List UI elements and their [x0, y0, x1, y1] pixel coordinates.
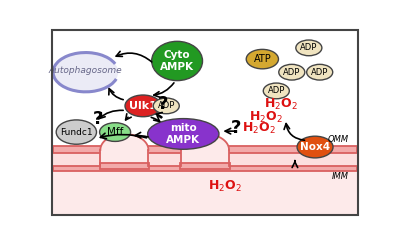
Text: ?: ?	[93, 110, 103, 128]
Text: Nox4: Nox4	[300, 142, 330, 152]
Text: ADP: ADP	[283, 68, 300, 77]
FancyBboxPatch shape	[53, 166, 357, 171]
Text: ATP: ATP	[254, 54, 271, 64]
FancyBboxPatch shape	[180, 163, 230, 169]
Text: Ulk1: Ulk1	[129, 101, 157, 111]
Text: Cyto
AMPK: Cyto AMPK	[160, 50, 194, 72]
Circle shape	[100, 123, 130, 141]
Ellipse shape	[148, 119, 219, 149]
Text: H$_2$O$_2$: H$_2$O$_2$	[248, 110, 282, 125]
FancyBboxPatch shape	[100, 163, 149, 169]
FancyBboxPatch shape	[53, 171, 357, 214]
Circle shape	[56, 120, 96, 144]
Circle shape	[279, 64, 305, 80]
Text: ADP: ADP	[158, 101, 175, 110]
Text: ?: ?	[158, 95, 168, 113]
Text: H$_2$O$_2$: H$_2$O$_2$	[242, 121, 276, 136]
Circle shape	[246, 49, 278, 69]
Text: H$_2$O$_2$: H$_2$O$_2$	[264, 96, 298, 112]
Circle shape	[53, 52, 118, 92]
Text: IMM: IMM	[332, 172, 349, 181]
Text: Fundc1: Fundc1	[60, 128, 93, 137]
Text: ?: ?	[231, 119, 241, 137]
Text: ADP: ADP	[311, 68, 328, 77]
Text: Autophagosome: Autophagosome	[49, 66, 122, 75]
Text: Mff: Mff	[107, 127, 123, 137]
Circle shape	[307, 64, 333, 80]
Polygon shape	[100, 134, 148, 167]
Text: H$_2$O$_2$: H$_2$O$_2$	[208, 179, 242, 194]
Text: OMM: OMM	[328, 135, 349, 144]
Circle shape	[263, 83, 289, 99]
Text: ADP: ADP	[268, 87, 285, 95]
Ellipse shape	[152, 41, 202, 81]
Circle shape	[296, 40, 322, 56]
FancyBboxPatch shape	[53, 153, 357, 166]
Polygon shape	[181, 134, 229, 167]
Text: mito
AMPK: mito AMPK	[166, 123, 200, 145]
Circle shape	[297, 136, 333, 158]
Circle shape	[153, 98, 179, 114]
Text: ADP: ADP	[300, 43, 318, 52]
FancyBboxPatch shape	[53, 146, 357, 153]
Circle shape	[125, 95, 161, 117]
